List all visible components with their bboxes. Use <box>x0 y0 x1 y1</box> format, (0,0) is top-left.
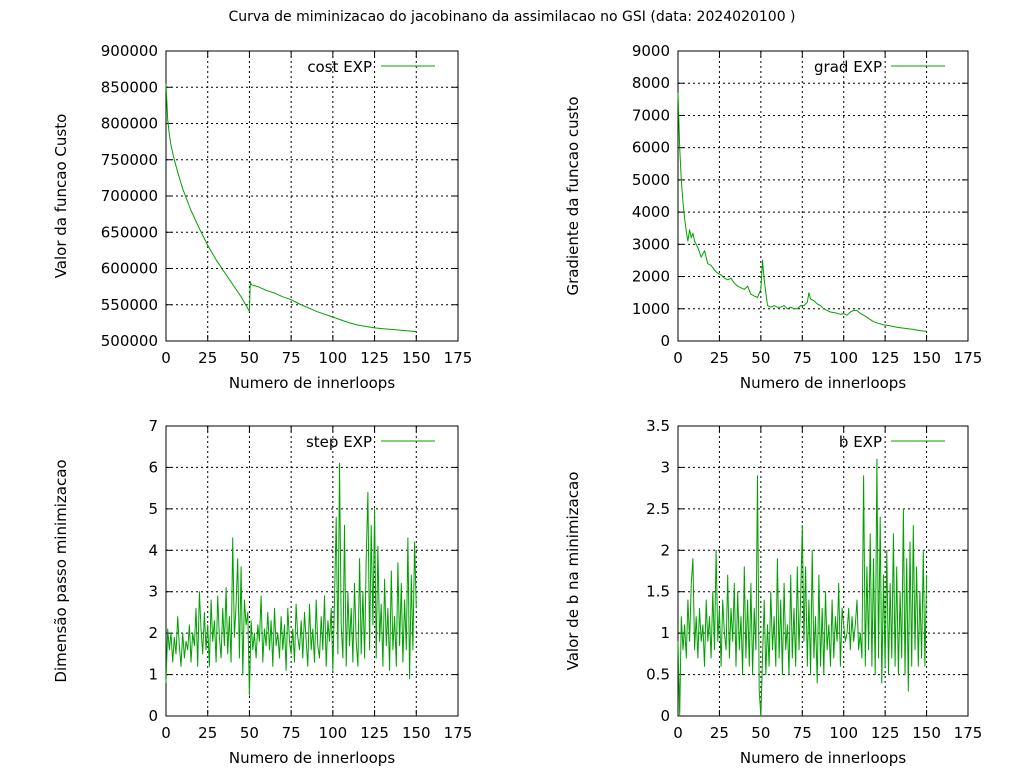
x-tick-label: 50 <box>240 349 259 367</box>
y-tick-label: 650000 <box>101 223 158 241</box>
x-tick-label: 75 <box>793 349 812 367</box>
x-tick-label: 125 <box>871 724 900 742</box>
y-tick-label: 2.5 <box>646 500 670 518</box>
x-tick-label: 125 <box>871 349 900 367</box>
y-tick-label: 2000 <box>632 268 670 286</box>
x-tick-label: 150 <box>912 724 941 742</box>
y-tick-label: 2 <box>148 624 158 642</box>
y-tick-label: 8000 <box>632 74 670 92</box>
x-tick-label: 175 <box>444 724 473 742</box>
plot-frame <box>677 425 969 717</box>
x-tick-label: 25 <box>198 349 217 367</box>
x-tick-label: 75 <box>282 724 301 742</box>
x-tick-label: 150 <box>402 349 431 367</box>
y-tick-label: 500000 <box>101 332 158 350</box>
y-tick-label: 3000 <box>632 235 670 253</box>
legend-label: step EXP <box>306 433 372 451</box>
y-tick-label: 7000 <box>632 106 670 124</box>
x-tick-label: 150 <box>912 349 941 367</box>
x-tick-label: 100 <box>319 349 348 367</box>
y-tick-label: 0.5 <box>646 666 670 684</box>
y-tick-label: 850000 <box>101 78 158 96</box>
y-tick-label: 2 <box>660 541 670 559</box>
y-tick-label: 3 <box>148 583 158 601</box>
x-axis-label: Numero de innerloops <box>740 374 906 392</box>
y-tick-label: 0 <box>660 332 670 350</box>
x-tick-label: 100 <box>829 724 858 742</box>
y-axis-label: Gradiente da funcao custo <box>564 96 582 295</box>
series-line <box>165 462 417 696</box>
y-tick-label: 3.5 <box>646 417 670 435</box>
y-tick-label: 550000 <box>101 296 158 314</box>
y-tick-label: 3 <box>660 458 670 476</box>
y-tick-label: 1 <box>148 666 158 684</box>
y-tick-label: 9000 <box>632 42 670 60</box>
x-tick-label: 175 <box>954 349 983 367</box>
x-tick-label: 0 <box>161 349 171 367</box>
chart-panel-3: 0 25 50 75 100 125 150 175 0 1 2 3 4 5 6 7 Numero de inn… <box>52 417 472 767</box>
y-tick-label: 800000 <box>101 115 158 133</box>
y-tick-label: 0 <box>660 707 670 725</box>
figure-title: Curva de miminizacao do jacobinano da as… <box>228 9 795 25</box>
y-tick-label: 5 <box>148 500 158 518</box>
y-tick-label: 600000 <box>101 260 158 278</box>
x-tick-label: 125 <box>360 724 389 742</box>
x-tick-label: 100 <box>319 724 348 742</box>
x-tick-label: 50 <box>240 724 259 742</box>
legend-label: grad EXP <box>814 58 882 76</box>
x-tick-label: 175 <box>954 724 983 742</box>
y-tick-label: 5000 <box>632 171 670 189</box>
y-tick-label: 1 <box>660 624 670 642</box>
x-tick-label: 125 <box>360 349 389 367</box>
chart-panel-1: 0 25 50 75 100 125 150 175 500000 550000 600000 650… <box>52 42 472 392</box>
chart-panel-4: 0 25 50 75 100 125 150 175 0 0.5 1 1.5 2 2.5 3 3.5 Numer… <box>564 417 982 767</box>
y-tick-label: 0 <box>148 707 158 725</box>
x-axis-label: Numero de innerloops <box>229 374 395 392</box>
series-line <box>165 83 417 333</box>
y-tick-label: 1.5 <box>646 583 670 601</box>
series-line <box>677 458 928 717</box>
x-tick-label: 25 <box>710 349 729 367</box>
x-tick-label: 25 <box>198 724 217 742</box>
x-tick-label: 150 <box>402 724 431 742</box>
y-tick-label: 750000 <box>101 151 158 169</box>
x-axis-label: Numero de innerloops <box>740 749 906 767</box>
y-tick-label: 900000 <box>101 42 158 60</box>
plot-frame <box>677 50 969 342</box>
x-tick-label: 175 <box>444 349 473 367</box>
y-tick-label: 6000 <box>632 139 670 157</box>
series-line <box>677 92 927 332</box>
legend-label: cost EXP <box>307 58 372 76</box>
x-axis-label: Numero de innerloops <box>229 749 395 767</box>
x-tick-label: 0 <box>673 349 683 367</box>
y-tick-label: 6 <box>148 458 158 476</box>
x-tick-label: 50 <box>751 349 770 367</box>
y-tick-label: 1000 <box>632 300 670 318</box>
x-tick-label: 75 <box>793 724 812 742</box>
y-tick-label: 7 <box>148 417 158 435</box>
x-tick-label: 25 <box>710 724 729 742</box>
y-axis-label: Dimensão passo minimizacao <box>52 459 70 682</box>
y-axis-label: Valor da funcao Custo <box>52 114 70 279</box>
x-tick-label: 0 <box>161 724 171 742</box>
x-tick-label: 100 <box>829 349 858 367</box>
legend-label: b EXP <box>839 433 882 451</box>
y-tick-label: 700000 <box>101 187 158 205</box>
x-tick-label: 0 <box>673 724 683 742</box>
x-tick-label: 75 <box>282 349 301 367</box>
y-tick-label: 4 <box>148 541 158 559</box>
y-tick-label: 4000 <box>632 203 670 221</box>
y-axis-label: Valor de b na minimizacao <box>564 472 582 671</box>
chart-panels: 0 25 50 75 100 125 150 175500000550000600000650… <box>52 42 982 767</box>
x-tick-label: 50 <box>751 724 770 742</box>
chart-panel-2: 0 25 50 75 100 125 150 175 0 1000 2000 3000 4000 5000… <box>564 42 982 392</box>
plot-frame <box>165 425 459 717</box>
